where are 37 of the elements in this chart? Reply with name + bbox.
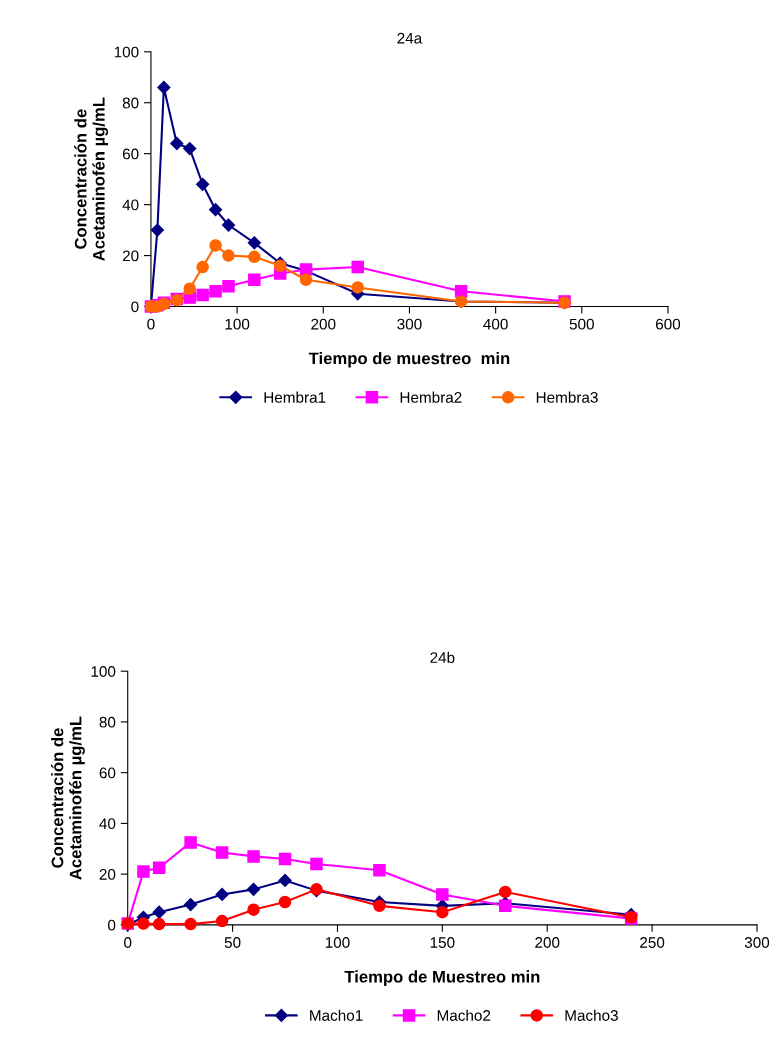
y-tick-label: 40 [99, 818, 116, 830]
x-tick-label: 0 [147, 318, 155, 330]
legend-label: Macho2 [437, 1009, 491, 1021]
y-tick-label: 80 [122, 97, 139, 109]
legend-label: Macho1 [310, 1009, 363, 1021]
chart-title: 24b [430, 651, 455, 664]
y-tick-label: 60 [99, 767, 116, 779]
x-tick-label: 300 [744, 937, 770, 948]
chart-title: 24a [397, 32, 423, 44]
y-tick-label: 60 [122, 148, 139, 160]
x-tick-label: 150 [430, 937, 455, 948]
y-tick-label: 100 [91, 666, 116, 677]
y-tick-label: 80 [99, 716, 116, 728]
y-axis-title: Concentración de Acetaminofén µg/mL [50, 716, 85, 880]
x-tick-label: 50 [224, 937, 241, 948]
legend-label: Hembra2 [400, 391, 462, 403]
y-tick-label: 40 [122, 199, 139, 211]
x-tick-label: 600 [655, 318, 681, 330]
x-tick-label: 500 [569, 318, 594, 330]
x-tick-label: 400 [483, 318, 508, 330]
x-axis-title: Tiempo de muestreo min [308, 352, 510, 368]
x-tick-label: 300 [397, 318, 422, 330]
x-tick-label: 250 [640, 937, 665, 948]
legend-label: Macho3 [565, 1009, 618, 1021]
y-tick-label: 20 [122, 250, 139, 262]
x-tick-label: 200 [535, 937, 560, 948]
y-tick-label: 20 [99, 869, 116, 880]
legend-label: Hembra1 [264, 391, 326, 403]
y-tick-label: 0 [131, 301, 139, 313]
y-axis-title: Concentración de Acetaminofén µg/mL [74, 97, 109, 261]
y-tick-label: 100 [114, 46, 139, 58]
x-tick-label: 100 [225, 318, 250, 330]
legend-label: Hembra3 [536, 391, 598, 403]
x-tick-label: 100 [325, 937, 350, 948]
x-axis-title: Tiempo de Muestreo min [344, 970, 540, 986]
y-tick-label: 0 [108, 919, 116, 931]
x-tick-label: 200 [311, 318, 336, 330]
